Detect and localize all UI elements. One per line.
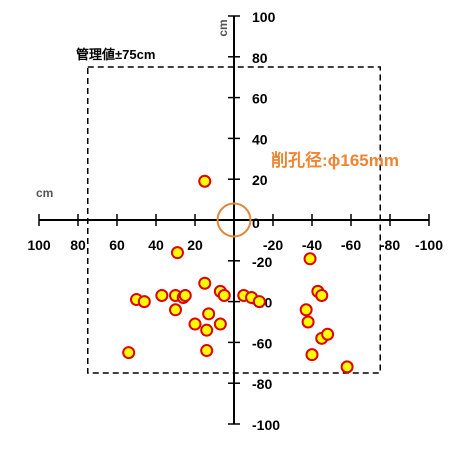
x-axis-ticks: 100 80 60 40 20 -20 -40 -60 -80 -100 (27, 214, 443, 253)
data-point (303, 252, 317, 266)
x-tick-label: 40 (148, 237, 164, 253)
y-tick-label: -80 (252, 376, 272, 392)
management-limit-label: 管理値±75cm (76, 47, 155, 62)
x-tick-label: -100 (415, 237, 443, 253)
y-axis-unit-label: cm (216, 19, 230, 36)
bore-diameter-label: 削孔径:ϕ165mm (271, 150, 399, 170)
data-point (188, 317, 202, 331)
data-point (213, 317, 227, 331)
x-tick-label: 60 (109, 237, 125, 253)
y-tick-label: 60 (252, 91, 268, 107)
data-point (200, 344, 214, 358)
data-point (299, 303, 313, 317)
data-point (340, 360, 354, 374)
y-tick-label: 80 (252, 50, 268, 66)
data-point (198, 276, 212, 290)
x-tick-label: -20 (263, 237, 283, 253)
data-point (252, 295, 266, 309)
data-point (198, 174, 212, 188)
data-point (178, 288, 192, 302)
y-tick-label: -60 (252, 335, 272, 351)
x-tick-label: -80 (380, 237, 400, 253)
x-tick-label: -60 (341, 237, 361, 253)
data-point (137, 295, 151, 309)
data-point (122, 346, 136, 360)
data-points (122, 174, 354, 374)
y-tick-label: -100 (252, 417, 280, 433)
bore-diameter-circle (216, 202, 252, 238)
y-tick-label: 20 (252, 172, 268, 188)
data-point (155, 288, 169, 302)
x-tick-label: 100 (27, 237, 51, 253)
y-tick-label: -20 (252, 254, 272, 270)
data-point (202, 307, 216, 321)
y-tick-label: 0 (252, 215, 260, 231)
data-point (305, 348, 319, 362)
data-point (301, 315, 315, 329)
x-tick-label: 80 (70, 237, 86, 253)
data-point (200, 323, 214, 337)
data-point (321, 327, 335, 341)
data-point (315, 288, 329, 302)
x-axis-unit-label: cm (36, 186, 53, 200)
data-point (170, 246, 184, 260)
x-tick-label: 20 (187, 237, 203, 253)
data-point (169, 303, 182, 317)
x-tick-label: -40 (302, 237, 322, 253)
y-tick-label: 100 (252, 9, 276, 25)
y-tick-label: 40 (252, 131, 268, 147)
data-point (217, 288, 231, 302)
